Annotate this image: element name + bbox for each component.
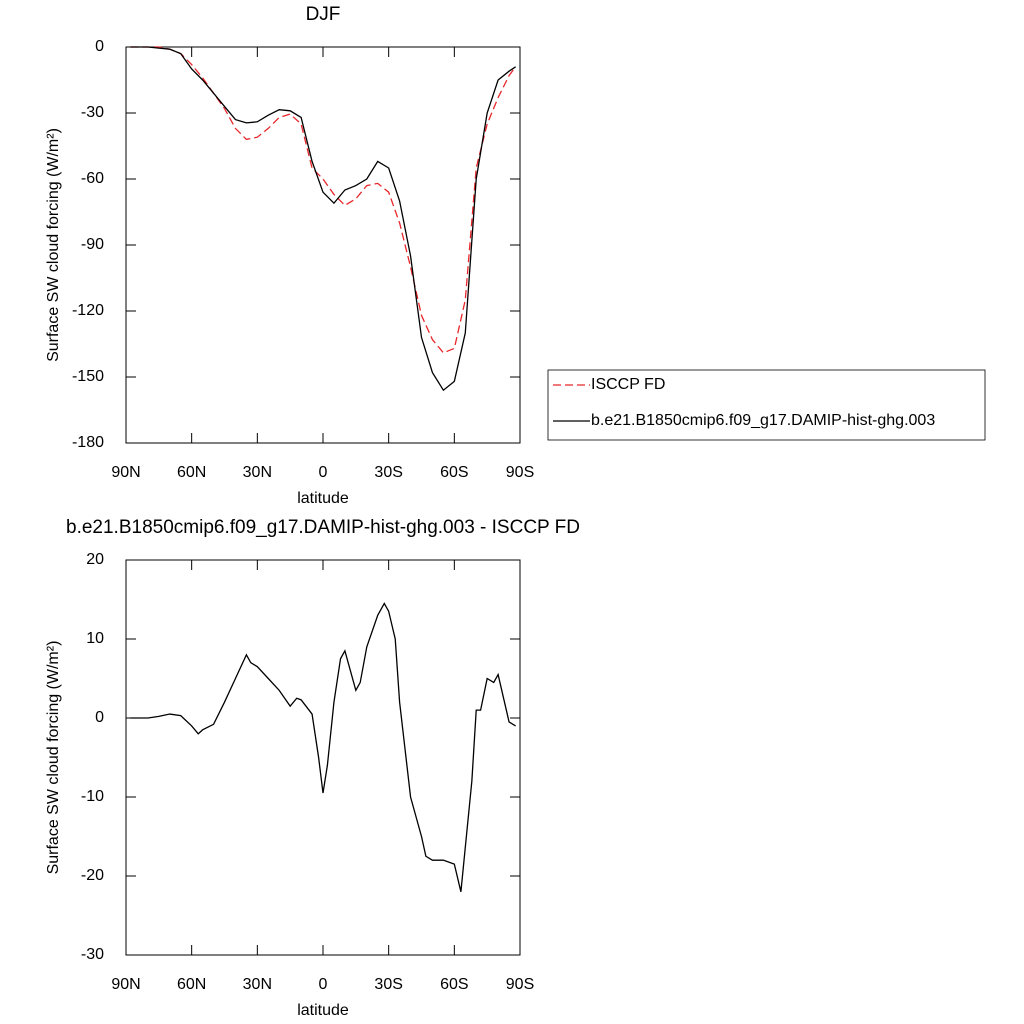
- chart-title: b.e21.B1850cmip6.f09_g17.DAMIP-hist-ghg.…: [66, 517, 580, 538]
- x-tick-label: 0: [319, 464, 328, 481]
- y-axis-label: Surface SW cloud forcing (W/m²): [45, 128, 62, 362]
- chart-title: DJF: [306, 4, 341, 25]
- y-tick-label: -30: [81, 104, 104, 121]
- x-tick-label: 0: [319, 976, 328, 993]
- x-tick-label: 60S: [440, 976, 468, 993]
- data-line: [130, 602, 516, 892]
- y-tick-label: -60: [81, 170, 104, 187]
- y-tick-label: 10: [86, 630, 104, 647]
- y-tick-label: -10: [81, 788, 104, 805]
- x-tick-label: 90S: [506, 976, 534, 993]
- y-axis-label: Surface SW cloud forcing (W/m²): [45, 641, 62, 875]
- plot-frame: [125, 46, 521, 444]
- x-tick-label: 90S: [506, 464, 534, 481]
- y-tick-label: -120: [72, 302, 104, 319]
- x-tick-label: 60S: [440, 464, 468, 481]
- x-tick-label: 30N: [243, 976, 272, 993]
- data-line: [130, 46, 517, 354]
- legend-label: ISCCP FD: [591, 376, 665, 393]
- x-axis-label: latitude: [297, 1002, 349, 1019]
- y-tick-label: 20: [86, 551, 104, 568]
- plot-frame: [125, 559, 521, 956]
- y-tick-label: -20: [81, 867, 104, 884]
- y-tick-label: -150: [72, 368, 104, 385]
- x-tick-label: 60N: [177, 464, 206, 481]
- data-line: [130, 46, 516, 392]
- y-tick-label: 0: [95, 38, 104, 55]
- legend-label: b.e21.B1850cmip6.f09_g17.DAMIP-hist-ghg.…: [591, 412, 935, 429]
- x-tick-label: 90N: [111, 976, 140, 993]
- x-tick-label: 30N: [243, 464, 272, 481]
- x-tick-label: 30S: [374, 464, 402, 481]
- legend-box: [547, 369, 986, 441]
- y-tick-label: 0: [95, 709, 104, 726]
- x-tick-label: 90N: [111, 464, 140, 481]
- x-axis-label: latitude: [297, 490, 349, 507]
- y-tick-label: -30: [81, 946, 104, 963]
- x-tick-label: 30S: [374, 976, 402, 993]
- y-tick-label: -180: [72, 434, 104, 451]
- x-tick-label: 60N: [177, 976, 206, 993]
- y-tick-label: -90: [81, 236, 104, 253]
